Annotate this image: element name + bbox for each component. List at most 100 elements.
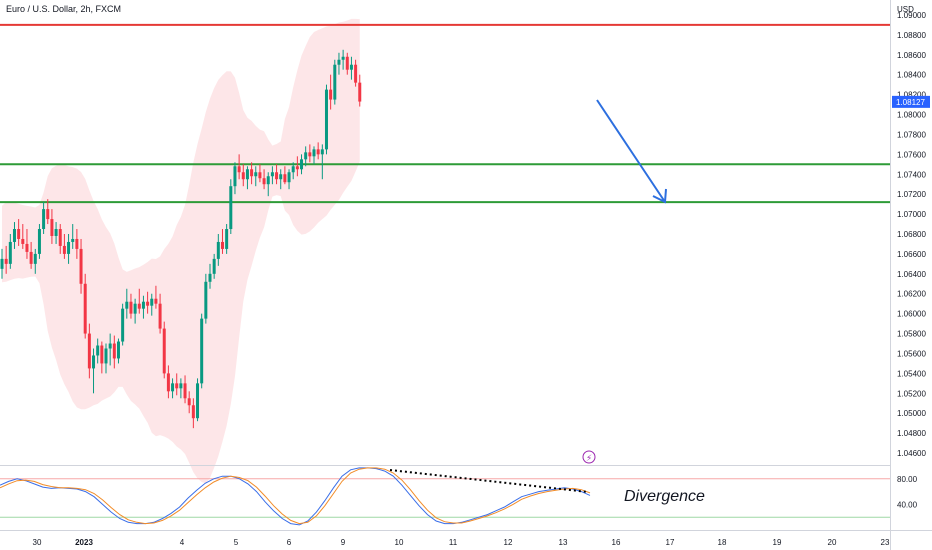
time-tick-2: 4 — [180, 538, 185, 547]
candle-body-34 — [141, 301, 145, 309]
candle-body-57 — [237, 166, 241, 173]
candle-body-61 — [254, 172, 258, 177]
price-tick-7: 1.07600 — [897, 150, 926, 159]
time-tick-12: 18 — [718, 538, 727, 547]
candle-body-32 — [133, 303, 137, 314]
price-tick-5: 1.08000 — [897, 111, 926, 120]
candle-body-41 — [171, 383, 175, 392]
candle-body-60 — [250, 169, 254, 177]
candle-body-6 — [25, 243, 29, 252]
candle-body-15 — [62, 245, 66, 254]
candle-body-66 — [275, 172, 279, 180]
candle-body-19 — [79, 248, 83, 284]
candle-body-38 — [158, 303, 162, 329]
chart-title: Euro / U.S. Dollar, 2h, FXCM — [6, 4, 122, 14]
candle-body-81 — [337, 59, 341, 65]
candle-body-58 — [241, 172, 245, 180]
last-price-badge — [892, 95, 930, 108]
candle-body-30 — [125, 301, 129, 309]
envelope-band — [2, 18, 360, 484]
price-tick-8: 1.07400 — [897, 170, 926, 179]
price-tick-2: 1.08600 — [897, 51, 926, 60]
projection-arrowhead — [652, 188, 667, 204]
candle-body-51 — [212, 258, 216, 274]
candle-body-22 — [92, 355, 96, 369]
candle-body-13 — [54, 229, 58, 236]
candle-body-78 — [324, 89, 328, 150]
candle-body-43 — [179, 383, 183, 389]
candle-body-27 — [112, 343, 116, 359]
candle-body-49 — [204, 281, 208, 319]
osc-tick-1: 40.00 — [897, 500, 918, 509]
candle-body-11 — [46, 209, 50, 220]
osc-tick-0: 80.00 — [897, 475, 918, 484]
price-tick-21: 1.04800 — [897, 429, 926, 438]
candle-body-70 — [291, 166, 295, 173]
candle-body-20 — [83, 283, 87, 334]
candle-body-2 — [8, 241, 12, 264]
candle-body-47 — [196, 383, 200, 419]
currency-label: USD — [897, 5, 914, 14]
price-tick-16: 1.05800 — [897, 330, 926, 339]
candle-body-72 — [300, 159, 304, 170]
candle-body-36 — [150, 298, 154, 306]
candle-body-3 — [12, 229, 16, 242]
candle-body-0 — [0, 258, 4, 269]
candle-body-80 — [333, 64, 337, 100]
candle-body-86 — [358, 82, 362, 102]
price-tick-10: 1.07000 — [897, 210, 926, 219]
candle-body-73 — [304, 152, 308, 160]
candle-body-77 — [320, 149, 324, 155]
price-tick-6: 1.07800 — [897, 130, 926, 139]
candle-body-46 — [191, 405, 195, 419]
price-tick-14: 1.06200 — [897, 290, 926, 299]
candle-body-9 — [37, 229, 41, 254]
candle-body-16 — [67, 241, 71, 254]
candle-body-54 — [225, 229, 229, 249]
time-tick-1: 2023 — [75, 538, 93, 547]
candle-body-68 — [283, 174, 287, 183]
candle-body-35 — [146, 301, 150, 306]
event-marker-glyph: ⚡ — [586, 454, 592, 464]
candle-body-85 — [354, 64, 358, 83]
price-tick-9: 1.07200 — [897, 190, 926, 199]
candle-body-67 — [279, 174, 283, 180]
candle-body-56 — [233, 166, 237, 187]
candle-body-40 — [166, 373, 170, 392]
osc-series-0 — [0, 467, 591, 526]
candle-body-79 — [329, 89, 333, 100]
candle-body-83 — [345, 56, 349, 70]
candle-body-25 — [104, 348, 108, 364]
price-tick-17: 1.05600 — [897, 349, 926, 358]
candle-body-44 — [183, 383, 187, 399]
candle-body-29 — [121, 308, 125, 342]
candle-body-21 — [87, 333, 91, 369]
candle-body-24 — [100, 345, 104, 364]
price-tick-3: 1.08400 — [897, 71, 926, 80]
candle-body-52 — [216, 241, 220, 259]
candle-body-18 — [75, 238, 79, 249]
candle-body-42 — [175, 383, 179, 389]
candle-body-64 — [266, 176, 270, 185]
candle-body-14 — [58, 229, 62, 246]
price-tick-22: 1.04600 — [897, 449, 926, 458]
price-tick-20: 1.05000 — [897, 409, 926, 418]
candle-body-69 — [287, 172, 291, 183]
candle-body-84 — [349, 64, 353, 70]
time-tick-4: 6 — [287, 538, 292, 547]
candle-body-55 — [229, 186, 233, 230]
candle-body-82 — [341, 56, 345, 60]
candle-body-37 — [154, 298, 158, 304]
candle-body-5 — [21, 238, 25, 244]
candle-body-7 — [29, 251, 33, 264]
candle-body-1 — [4, 258, 8, 264]
candle-body-12 — [50, 219, 54, 236]
price-tick-19: 1.05200 — [897, 389, 926, 398]
price-tick-11: 1.06800 — [897, 230, 926, 239]
candle-body-65 — [270, 172, 274, 177]
candle-body-28 — [116, 341, 120, 359]
candle-body-59 — [245, 169, 249, 180]
candle-body-10 — [42, 209, 46, 230]
candle-body-63 — [262, 178, 266, 185]
